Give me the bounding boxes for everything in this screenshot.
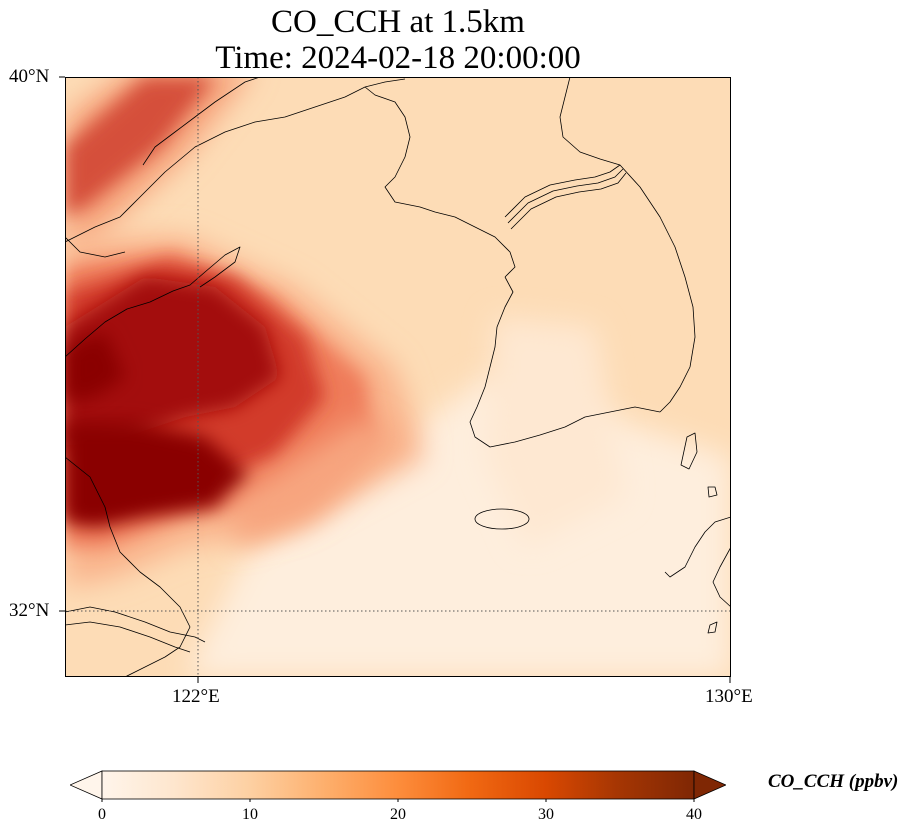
colorbar-gradient xyxy=(101,770,695,800)
colorbar-tick-40: 40 xyxy=(686,806,702,823)
colorbar-tick-20: 20 xyxy=(390,806,406,823)
coastline-dmz-triple-2 xyxy=(507,168,624,224)
coastline-dmz-triple xyxy=(504,164,621,218)
xtick-label-130: 130°E xyxy=(705,686,753,707)
field-east-pale xyxy=(485,317,625,547)
island-small-1 xyxy=(707,486,718,498)
coastline-yangtze-north xyxy=(65,606,206,643)
coastline-dmz-triple-3 xyxy=(510,172,627,230)
map-frame xyxy=(65,77,731,677)
title-line-1: CO_CCH at 1.5km xyxy=(271,4,525,40)
ytick-label-32: 32°N xyxy=(9,600,50,621)
plume-northwest-core xyxy=(65,77,215,217)
colorbar-extend-min xyxy=(70,770,103,800)
map-plot xyxy=(65,77,731,677)
colorbar xyxy=(70,770,726,802)
colorbar-tick-30: 30 xyxy=(538,806,554,823)
coastline-jiangsu xyxy=(65,456,191,677)
coastline-kyushu xyxy=(664,516,731,578)
coastline-north-korea-west xyxy=(364,86,516,278)
coastline-yangtze-south xyxy=(65,621,191,653)
coastline-shandong xyxy=(65,246,241,358)
island-ulleung-area xyxy=(680,432,698,470)
plume-tail xyxy=(235,417,395,547)
plume-west-core xyxy=(65,332,125,402)
island-small-2 xyxy=(707,621,718,634)
coastline-liaodong-north xyxy=(65,78,406,243)
plume-south-core xyxy=(65,422,250,527)
coastline-liaodong-peninsula xyxy=(142,77,261,166)
coastline-korea-west xyxy=(469,276,661,448)
coastline-kyushu-2 xyxy=(712,546,731,608)
xtick-label-122: 122°E xyxy=(172,686,220,707)
map-title: CO_CCH at 1.5km Time: 2024-02-18 20:00:0… xyxy=(0,4,796,76)
plume-main-core xyxy=(65,277,280,447)
colorbar-tick-10: 10 xyxy=(242,806,258,823)
colorbar-extend-max xyxy=(693,770,726,800)
coastline-bohai-west xyxy=(65,236,126,258)
colorbar-tick-marks xyxy=(101,799,695,802)
coastline-korea-east xyxy=(559,77,696,413)
island-jeju xyxy=(474,508,530,530)
gridlines xyxy=(65,77,731,677)
colorbar-label: CO_CCH (ppbv) xyxy=(768,771,899,792)
coastlines xyxy=(65,77,731,677)
ytick-label-40: 40°N xyxy=(9,66,50,87)
title-line-2: Time: 2024-02-18 20:00:00 xyxy=(215,40,581,76)
colorbar-tick-0: 0 xyxy=(98,806,106,823)
